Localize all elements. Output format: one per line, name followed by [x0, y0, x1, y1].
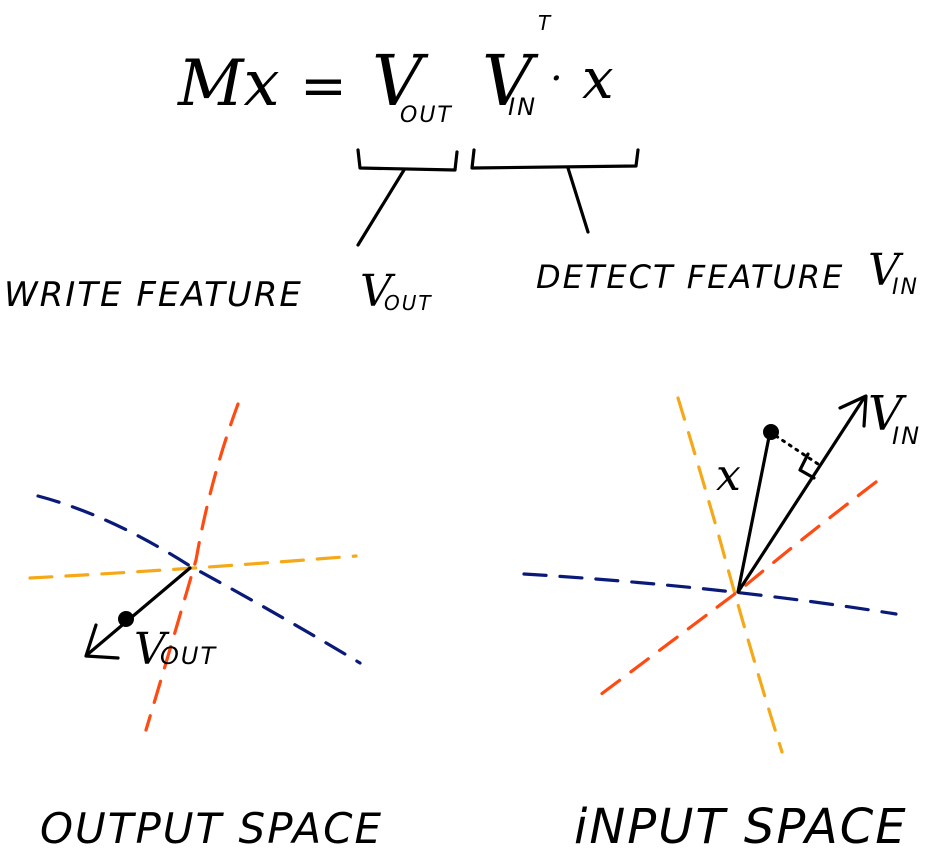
output-navy-axis — [36, 494, 362, 665]
detect-feature-v: V — [868, 245, 904, 296]
input-v-in-arrowhead — [838, 394, 868, 428]
equation-dot: · — [550, 56, 563, 102]
input-vector-subscript: IN — [892, 422, 921, 450]
input-space-plot: x V IN — [522, 386, 921, 754]
input-navy-axis — [522, 572, 898, 616]
brace-v-out — [356, 148, 459, 247]
output-vector-shaft — [86, 566, 192, 656]
input-projection-dotted — [774, 434, 820, 466]
output-space-plot: V OUT — [28, 402, 362, 732]
output-point — [118, 611, 134, 627]
output-space-caption: OUTPUT SPACE — [40, 804, 383, 851]
equation-v-out-subscript: OUT — [400, 103, 453, 128]
equation-v-in: V — [482, 40, 539, 122]
equation-transpose: T — [538, 11, 552, 35]
equation-lhs: Mx — [177, 47, 280, 121]
equation-equals: = — [300, 54, 347, 119]
detect-feature-label: DETECT FEATURE — [536, 258, 844, 296]
equation-x: x — [582, 47, 614, 112]
output-vector-subscript: OUT — [160, 642, 217, 670]
input-x-label: x — [716, 450, 741, 501]
brace-v-in-x — [470, 148, 640, 234]
input-orange-red-axis — [594, 480, 878, 700]
write-feature-annotation: WRITE FEATURE V OUT — [4, 266, 433, 317]
equation-v-out: V — [372, 40, 429, 122]
equation-v-in-subscript: IN — [508, 93, 537, 121]
output-vector-arrowhead — [84, 623, 120, 660]
output-amber-axis — [28, 554, 358, 580]
detect-feature-annotation: DETECT FEATURE V IN — [536, 245, 919, 300]
input-amber-axis — [676, 396, 784, 754]
detect-feature-subscript: IN — [892, 275, 919, 300]
write-feature-v: V — [360, 266, 396, 317]
write-feature-label: WRITE FEATURE — [4, 275, 303, 315]
output-orange-red-axis — [144, 402, 240, 732]
input-right-angle-mark — [798, 452, 816, 480]
input-space-caption: iNPUT SPACE — [574, 799, 908, 851]
input-x-vector — [736, 430, 772, 594]
input-v-in-shaft — [736, 396, 866, 594]
output-vector-v: V — [134, 624, 170, 675]
equation: Mx = V OUT V IN T · x — [177, 11, 614, 128]
input-vector-v: V — [868, 386, 907, 442]
write-feature-subscript: OUT — [384, 291, 433, 315]
